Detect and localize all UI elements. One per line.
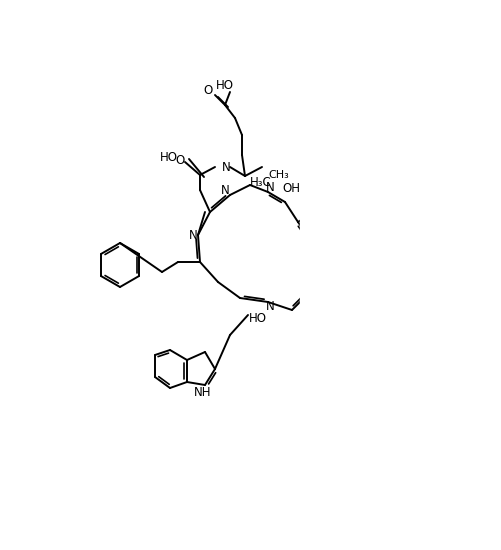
Text: N: N xyxy=(265,300,274,312)
Text: N: N xyxy=(310,285,319,299)
Text: O: O xyxy=(427,210,436,223)
Text: NH₂: NH₂ xyxy=(357,289,379,301)
Text: H₃C: H₃C xyxy=(318,349,339,361)
Text: N: N xyxy=(343,146,352,158)
Text: O: O xyxy=(175,153,185,167)
Text: N: N xyxy=(298,216,307,228)
Text: O: O xyxy=(437,345,446,359)
Text: OH: OH xyxy=(329,239,347,251)
Text: CH₃: CH₃ xyxy=(268,170,288,180)
Text: HO: HO xyxy=(248,311,267,324)
Text: N: N xyxy=(188,228,197,241)
Text: N: N xyxy=(330,228,338,241)
Text: H₃C: H₃C xyxy=(333,235,354,249)
Text: OH: OH xyxy=(357,326,375,338)
Text: HO: HO xyxy=(215,79,233,91)
Text: N: N xyxy=(359,346,368,360)
Text: O: O xyxy=(203,84,212,96)
Text: HO: HO xyxy=(353,254,371,267)
Text: OH: OH xyxy=(282,182,300,195)
Text: N: N xyxy=(221,161,230,173)
Text: HO: HO xyxy=(420,404,438,416)
Text: N: N xyxy=(353,210,362,223)
Text: HO: HO xyxy=(374,267,392,279)
Text: NH₂: NH₂ xyxy=(361,289,383,301)
Text: NH: NH xyxy=(194,386,211,399)
Text: HO: HO xyxy=(160,151,178,163)
Text: N: N xyxy=(220,184,229,196)
Text: OH: OH xyxy=(364,244,382,256)
Text: OH: OH xyxy=(357,229,375,243)
Text: OH: OH xyxy=(367,322,385,334)
Text: HO: HO xyxy=(464,258,482,272)
Text: HO: HO xyxy=(318,376,336,388)
Text: HO: HO xyxy=(346,381,364,393)
Text: HO: HO xyxy=(379,402,397,415)
Text: O: O xyxy=(369,179,378,191)
Text: HO: HO xyxy=(471,399,489,411)
Text: H₃C: H₃C xyxy=(249,175,271,189)
Text: OH: OH xyxy=(389,236,407,250)
Text: N: N xyxy=(265,180,274,194)
Text: NH₂: NH₂ xyxy=(351,199,374,212)
Text: HO: HO xyxy=(377,267,395,280)
Text: HO: HO xyxy=(439,258,457,272)
